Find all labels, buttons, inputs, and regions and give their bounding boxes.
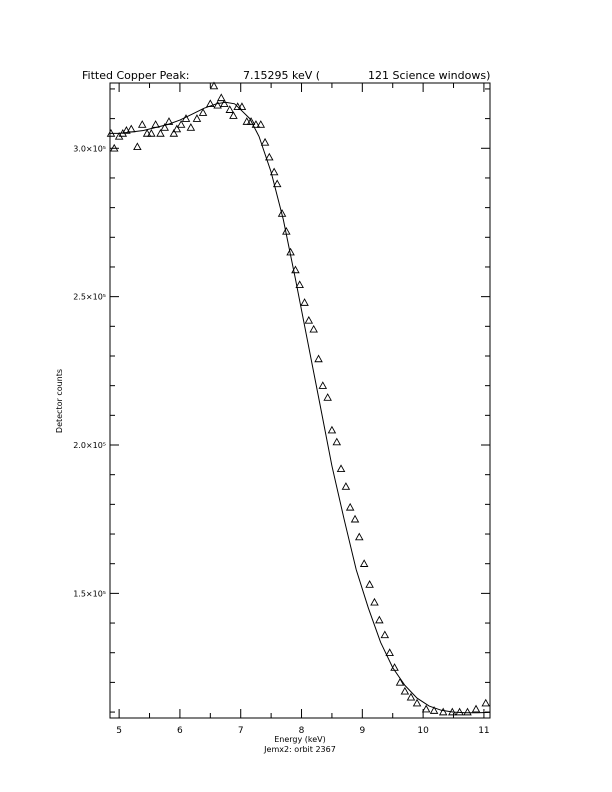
data-point xyxy=(229,111,238,119)
data-point xyxy=(256,120,266,128)
y-tick-label: 1.5×10⁵ xyxy=(73,589,106,598)
data-point xyxy=(395,677,405,686)
data-point xyxy=(233,102,242,110)
x-tick-label: 7 xyxy=(238,726,244,736)
data-point xyxy=(406,692,416,701)
data-point xyxy=(438,707,448,716)
data-point xyxy=(421,704,431,713)
x-axis-label: Energy (keV) xyxy=(274,735,326,744)
data-point xyxy=(318,381,328,389)
data-point xyxy=(151,120,160,128)
data-point xyxy=(198,108,208,116)
data-point xyxy=(471,704,481,713)
data-point xyxy=(272,179,282,188)
x-tick-label: 8 xyxy=(299,726,305,736)
data-point xyxy=(365,580,374,588)
x-tick-label: 10 xyxy=(417,726,429,736)
data-points-group xyxy=(106,81,491,716)
data-point xyxy=(291,265,300,274)
data-point xyxy=(246,117,256,125)
data-point xyxy=(359,559,369,567)
data-point xyxy=(265,152,274,161)
data-point xyxy=(355,532,364,541)
data-point xyxy=(164,117,174,125)
data-point xyxy=(323,393,332,401)
data-point xyxy=(350,514,360,523)
data-point xyxy=(282,226,291,235)
x-axis-ticks: 5 6 7 8 9 10 11 xyxy=(116,83,490,736)
data-point xyxy=(127,124,136,133)
data-point xyxy=(390,663,399,671)
data-point xyxy=(463,707,472,716)
data-point xyxy=(181,114,191,122)
data-point xyxy=(332,437,342,446)
data-point xyxy=(269,167,279,176)
fit-curve xyxy=(110,101,491,714)
data-point xyxy=(206,99,215,108)
y-tick-label: 2.0×10⁵ xyxy=(73,441,106,450)
data-point xyxy=(186,123,196,131)
data-point xyxy=(481,698,491,707)
x-tick-label: 6 xyxy=(177,726,183,736)
data-point xyxy=(220,99,229,108)
data-point xyxy=(448,707,457,716)
data-point xyxy=(133,142,142,151)
data-point xyxy=(385,648,394,656)
data-point xyxy=(375,615,384,624)
data-point xyxy=(429,706,439,714)
data-point xyxy=(341,482,351,490)
data-point xyxy=(216,93,226,102)
data-point xyxy=(300,298,309,306)
chart-header-right: 121 Science windows) xyxy=(368,69,490,82)
data-point xyxy=(109,143,119,152)
data-point xyxy=(286,247,295,256)
data-point xyxy=(176,120,186,128)
data-point xyxy=(242,117,252,125)
plot-frame xyxy=(109,82,491,719)
data-point xyxy=(251,120,261,128)
data-point xyxy=(172,124,182,133)
data-point xyxy=(309,324,318,333)
x-tick-label: 9 xyxy=(359,726,365,736)
data-point xyxy=(277,209,287,217)
data-point xyxy=(370,597,379,606)
data-point xyxy=(137,120,147,128)
data-point xyxy=(304,315,314,324)
data-point xyxy=(314,354,323,363)
y-tick-label: 2.5×10⁵ xyxy=(73,293,106,302)
data-point xyxy=(209,81,219,90)
data-point xyxy=(295,280,304,289)
data-point xyxy=(412,698,422,707)
data-point xyxy=(156,129,165,137)
x-tick-label: 11 xyxy=(478,726,489,736)
data-point xyxy=(106,129,116,137)
data-point xyxy=(260,137,270,146)
y-tick-label: 3.0×10⁵ xyxy=(73,144,106,153)
x-tick-label: 5 xyxy=(116,726,122,736)
data-point xyxy=(213,100,222,109)
data-point xyxy=(336,464,346,472)
chart-header-middle: 7.15295 keV ( xyxy=(243,69,320,82)
data-point xyxy=(147,129,156,137)
data-point xyxy=(192,114,202,122)
data-point xyxy=(400,686,410,695)
footer-caption: Jemx2: orbit 2367 xyxy=(263,745,336,754)
data-point xyxy=(345,502,355,511)
data-point xyxy=(122,126,131,134)
chart-header-left: Fitted Copper Peak: xyxy=(82,69,189,82)
fit-curve-group xyxy=(110,101,491,714)
data-point xyxy=(237,102,247,110)
data-point xyxy=(455,707,464,716)
data-point xyxy=(327,425,337,434)
data-point xyxy=(169,129,179,137)
data-point xyxy=(160,123,169,131)
y-axis-ticks: 1.5×10⁵ 2.0×10⁵ 2.5×10⁵ 3.0×10⁵ xyxy=(73,88,490,713)
data-point xyxy=(380,630,390,639)
data-point xyxy=(225,105,235,113)
data-point xyxy=(142,129,152,137)
y-axis-label: Detector counts xyxy=(55,369,64,433)
